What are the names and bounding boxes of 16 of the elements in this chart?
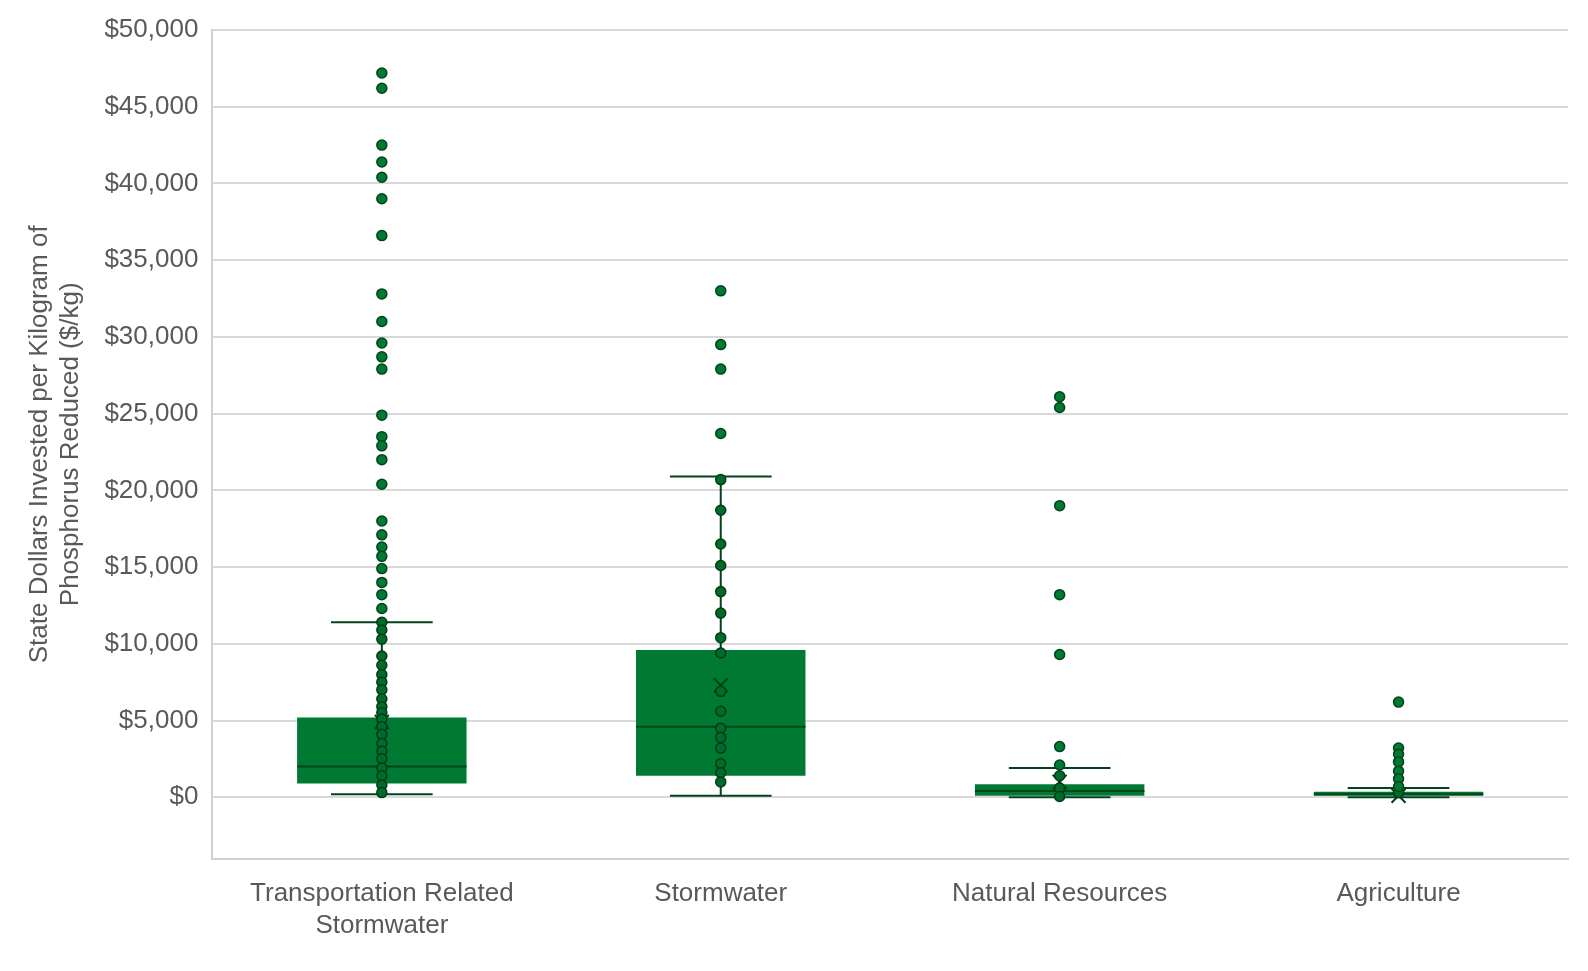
y-tick-label: $10,000	[104, 626, 199, 657]
x-tick-label: Natural Resources	[951, 877, 1168, 908]
x-tick-label: Transportation Related Stormwater	[250, 877, 514, 939]
y-tick-label: $50,000	[104, 13, 199, 44]
y-tick-label: $20,000	[104, 473, 199, 504]
y-tick-label: $40,000	[104, 166, 199, 197]
y-tick-label: $5,000	[118, 703, 199, 734]
x-tick-label: Stormwater	[654, 877, 788, 908]
y-tick-label: $15,000	[104, 550, 199, 581]
y-tick-label: $0	[169, 780, 199, 811]
x-tick-label: Agriculture	[1336, 877, 1461, 908]
y-tick-label: $35,000	[104, 243, 199, 274]
y-tick-label: $25,000	[104, 396, 199, 427]
y-axis-title: State Dollars Invested per Kilogram of Phosphorus Reduced ($/kg)	[22, 224, 84, 664]
y-tick-label: $30,000	[104, 320, 199, 351]
y-tick-label: $45,000	[104, 89, 199, 120]
